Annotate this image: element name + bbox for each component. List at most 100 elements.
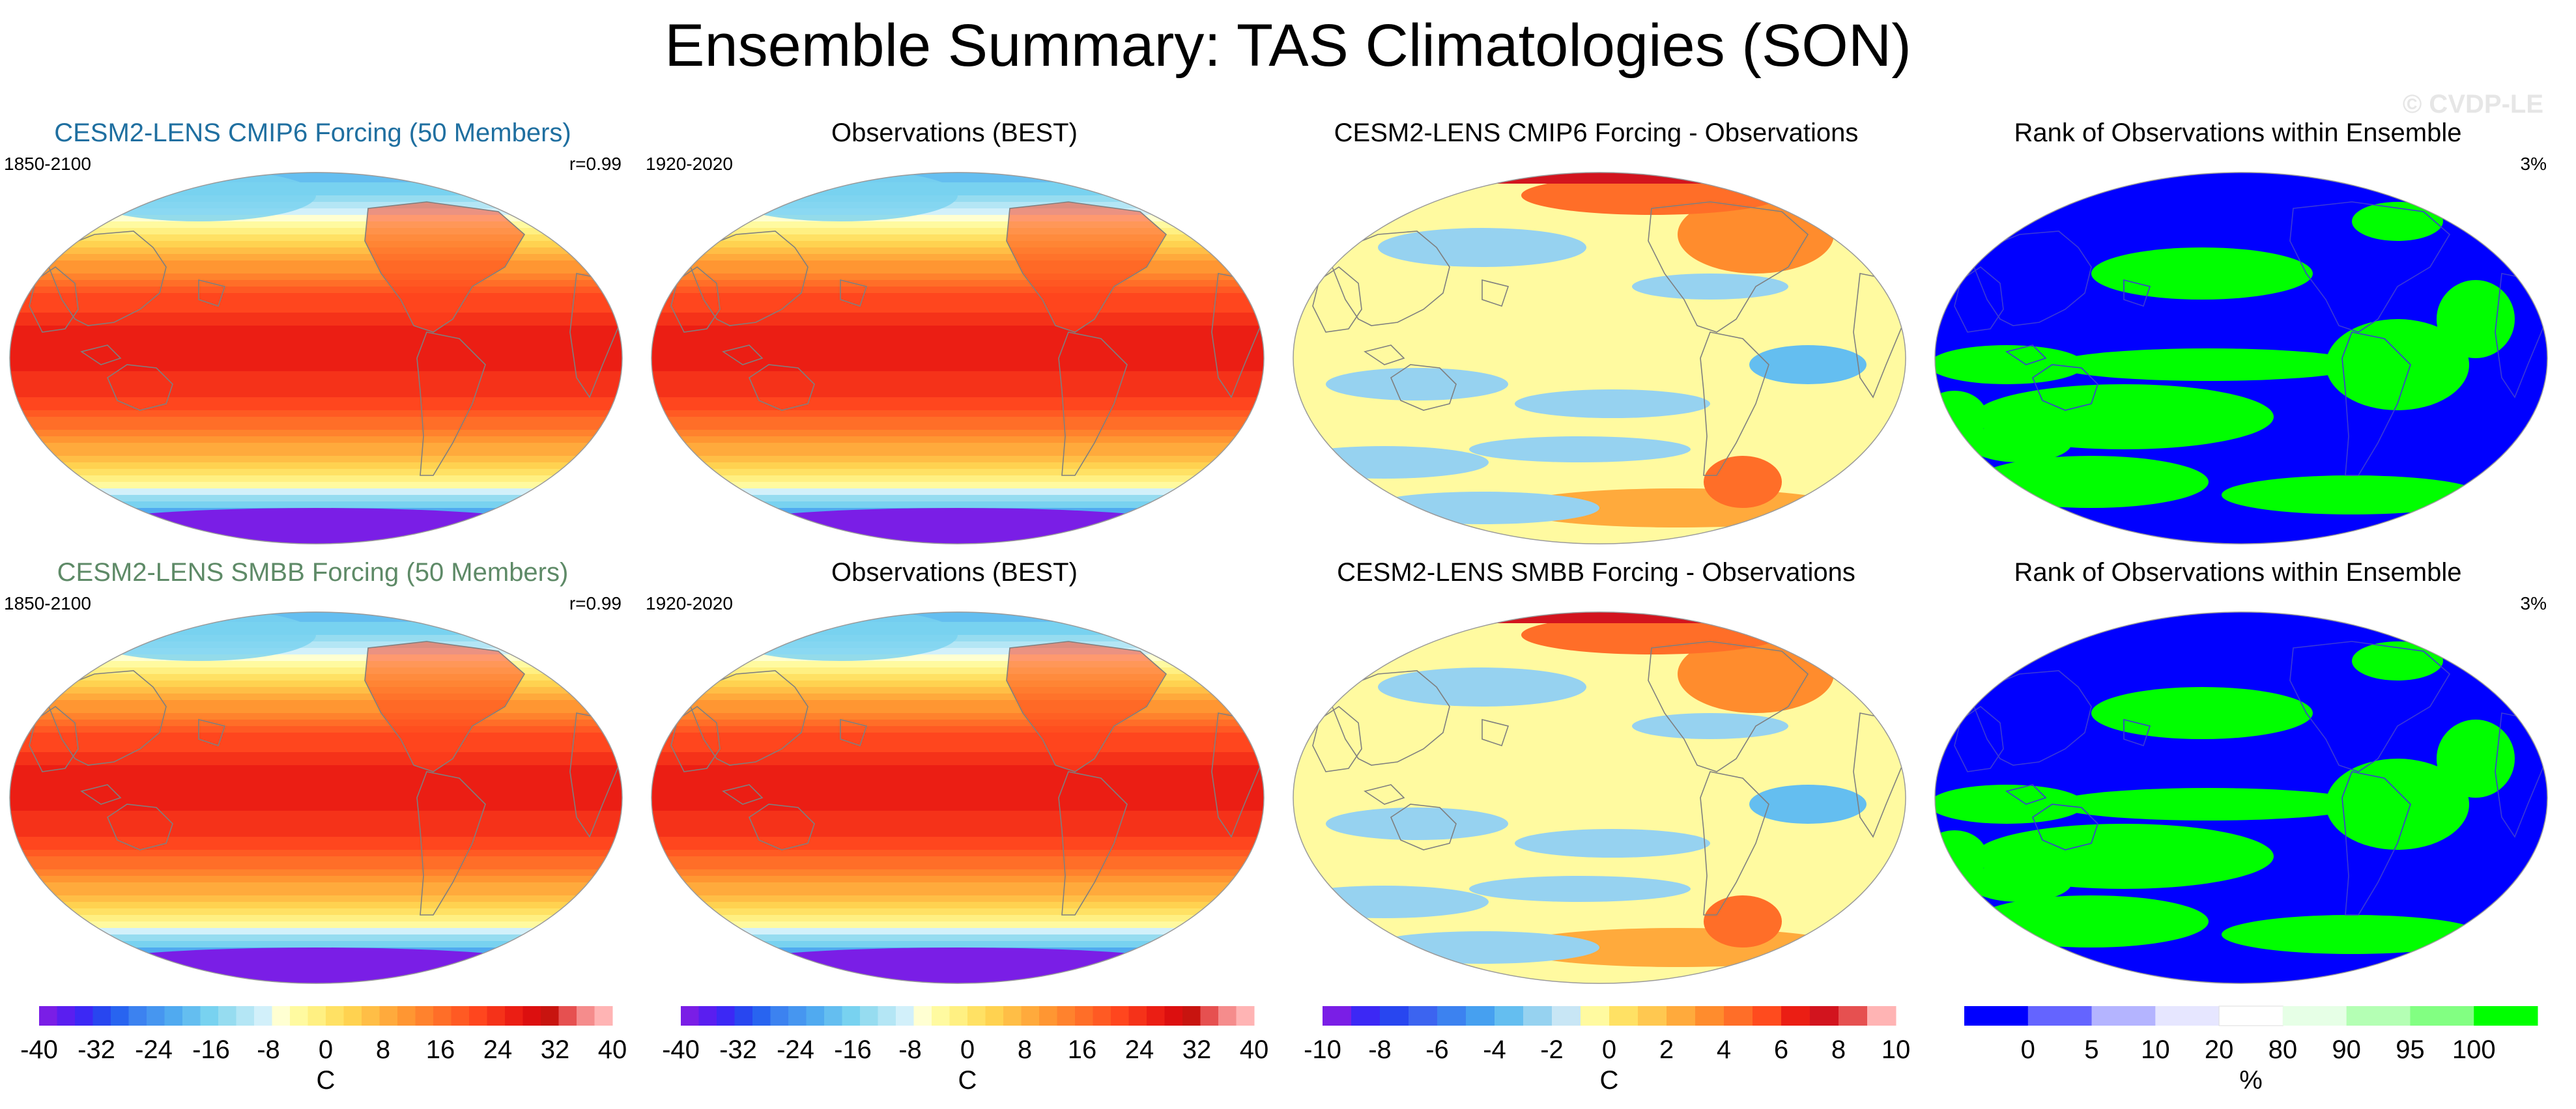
temperature-band <box>9 391 623 398</box>
difference-anomaly <box>1378 667 1586 707</box>
temperature-band <box>651 172 1265 176</box>
colorbar-swatch <box>182 1006 201 1026</box>
temperature-band <box>9 635 623 642</box>
colorbar-svg: -40 -32 -24 -16 -8 0 8 16 24 32 40 <box>20 1006 627 1064</box>
colorbar-swatch <box>290 1006 308 1026</box>
temperature-band <box>9 798 623 805</box>
continent-outline-3 <box>1648 201 1809 333</box>
map-border <box>1934 172 2548 544</box>
rank-high-region <box>2222 475 2482 514</box>
temperature-band <box>9 326 623 333</box>
temperature-band <box>651 895 1265 903</box>
temperature-band <box>9 681 623 688</box>
map-field-layer <box>9 172 623 544</box>
antarctica-shading <box>42 948 590 984</box>
map-cmip6-difference <box>1287 169 1912 547</box>
colorbar-tick-label: -16 <box>192 1035 230 1064</box>
arctic-shading <box>723 611 958 661</box>
map-border <box>1293 611 1906 984</box>
temperature-band <box>9 720 623 727</box>
colorbar-unit: C <box>958 1066 977 1095</box>
temperature-band <box>651 746 1265 753</box>
colorbar-temperature: -40 -32 -24 -16 -8 0 8 16 24 32 40 C <box>20 1006 627 1095</box>
temperature-band <box>9 674 623 681</box>
colorbar-swatch <box>308 1006 326 1026</box>
panel-cmip6-difference: CESM2-LENS CMIP6 Forcing - Observations <box>1283 117 1909 547</box>
temperature-band <box>9 339 623 346</box>
colorbar-swatch <box>397 1006 416 1026</box>
colorbar-difference: -10 -8 -6 -4 -2 0 2 4 6 8 10 C <box>1304 1006 1910 1095</box>
colorbar-tick-label: 4 <box>1717 1035 1731 1064</box>
temperature-band <box>651 902 1265 909</box>
colorbar-swatch <box>1724 1006 1753 1026</box>
colorbar-swatch <box>147 1006 165 1026</box>
map-field-layer <box>1293 172 1906 544</box>
temperature-band <box>651 622 1265 629</box>
temperature-band <box>651 469 1265 476</box>
temperature-band <box>651 817 1265 824</box>
continent-outline-4 <box>2341 771 2411 916</box>
map-border <box>9 611 623 984</box>
temperature-band <box>9 707 623 714</box>
temperature-band <box>9 182 623 190</box>
temperature-band <box>651 641 1265 649</box>
temperature-band <box>9 817 623 824</box>
land-shading <box>365 202 524 332</box>
temperature-band <box>651 733 1265 740</box>
temperature-band <box>651 267 1265 274</box>
temperature-band <box>9 791 623 798</box>
temperature-band <box>651 681 1265 688</box>
temperature-band <box>651 208 1265 216</box>
colorbar-swatch <box>949 1006 968 1026</box>
temperature-band <box>9 274 623 281</box>
colorbar-tick-label: 8 <box>1831 1035 1846 1064</box>
temperature-band <box>651 234 1265 242</box>
colorbar-tick-label: 8 <box>376 1035 390 1064</box>
temperature-band <box>9 254 623 261</box>
temperature-band <box>651 628 1265 636</box>
rank-high-region <box>1968 863 2072 902</box>
temperature-band <box>9 488 623 496</box>
temperature-band <box>651 352 1265 359</box>
map-svg <box>1934 611 2548 984</box>
temperature-band <box>651 921 1265 929</box>
temperature-band <box>9 772 623 779</box>
temperature-band <box>651 482 1265 489</box>
map-border <box>651 172 1265 544</box>
temperature-band <box>9 856 623 863</box>
temperature-band <box>9 306 623 313</box>
map-svg <box>1293 172 1906 544</box>
temperature-band <box>651 700 1265 707</box>
map-field-layer <box>651 172 1265 544</box>
colorbar-swatch <box>824 1006 842 1026</box>
map-field-layer <box>9 611 623 984</box>
antarctica-shading <box>684 508 1231 544</box>
temperature-band <box>9 908 623 916</box>
arctic-anomaly <box>1482 172 1717 184</box>
land-shading <box>1007 202 1166 332</box>
arctic-shading <box>723 172 958 221</box>
colorbar-tick-label: 10 <box>1882 1035 1911 1064</box>
colorbar-tick-label: 8 <box>1018 1035 1032 1064</box>
continent-outline-4 <box>416 331 486 476</box>
temperature-band <box>9 384 623 391</box>
map-obs-climatology <box>645 169 1270 547</box>
temperature-band <box>651 365 1265 372</box>
continent-outline-7 <box>1481 279 1510 307</box>
temperature-band <box>651 661 1265 668</box>
temperature-band <box>9 371 623 378</box>
temperature-band <box>651 915 1265 922</box>
temperature-band <box>651 488 1265 496</box>
colorbar-tick-label: -4 <box>1483 1035 1506 1064</box>
temperature-band <box>9 928 623 935</box>
temperature-band <box>9 667 623 675</box>
temperature-band <box>9 882 623 890</box>
difference-anomaly <box>1365 492 1599 524</box>
temperature-band <box>9 319 623 326</box>
difference-anomaly <box>1749 785 1867 824</box>
colorbar-swatch <box>1638 1006 1667 1026</box>
map-smbb-rank <box>1928 609 2554 987</box>
temperature-band <box>9 615 623 623</box>
temperature-band <box>9 358 623 365</box>
temperature-band <box>9 469 623 476</box>
